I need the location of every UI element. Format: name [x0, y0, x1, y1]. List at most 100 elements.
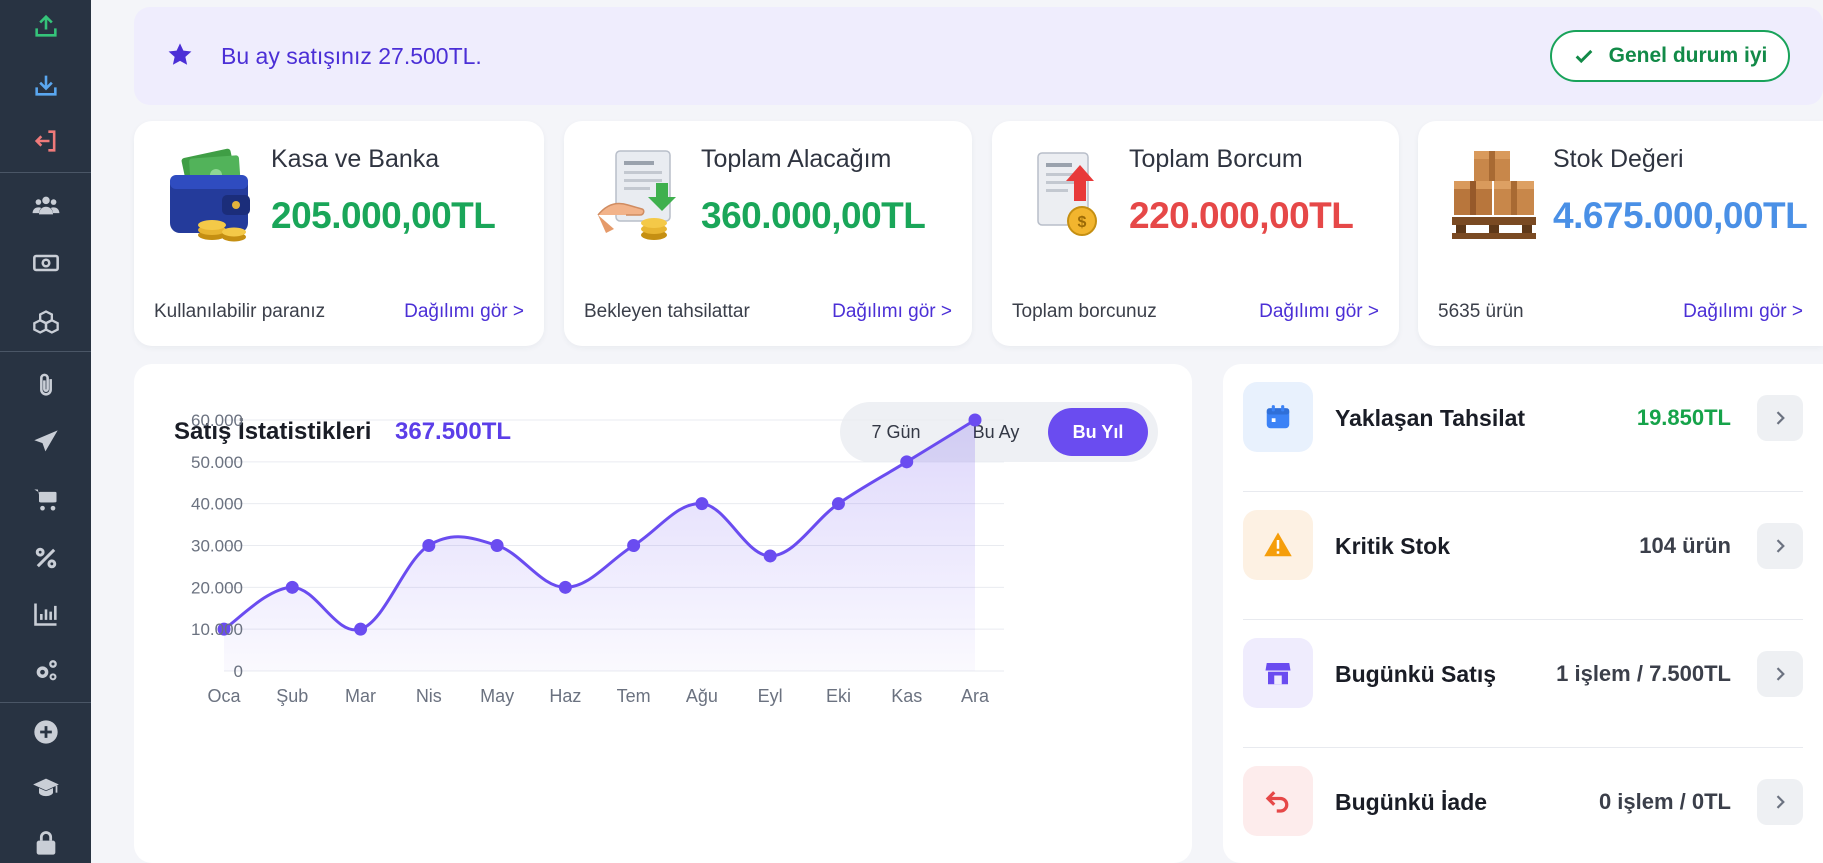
send-icon[interactable]	[0, 425, 91, 459]
return-icon	[1243, 766, 1313, 836]
x-tick-label: Nis	[416, 686, 442, 706]
data-point[interactable]	[217, 622, 231, 636]
card-value: 360.000,00TL	[701, 195, 926, 236]
view-distribution-link[interactable]: Dağılımı gör >	[1683, 301, 1803, 322]
card-title: Toplam Borcum	[1129, 145, 1303, 173]
summary-list: Yaklaşan Tahsilat 19.850TL Kritik Stok 1…	[1223, 364, 1823, 863]
chart-total: 367.500TL	[395, 418, 512, 445]
card-payables: $ Toplam Borcum 220.000,00TL Toplam borc…	[992, 121, 1399, 346]
sales-chart-panel: Satış İstatistikleri 367.500TL 7 Gün Bu …	[134, 364, 1192, 863]
sidebar-divider	[0, 172, 91, 173]
card-value: 205.000,00TL	[271, 195, 496, 236]
data-point[interactable]	[900, 455, 914, 469]
download-icon[interactable]	[0, 68, 91, 102]
view-distribution-link[interactable]: Dağılımı gör >	[1259, 301, 1379, 322]
boxes-icon[interactable]	[0, 305, 91, 339]
y-tick-label: 50.000	[191, 453, 243, 472]
y-tick-label: 20.000	[191, 578, 243, 597]
chevron-right-icon[interactable]	[1757, 651, 1803, 697]
data-point[interactable]	[968, 413, 982, 427]
card-title: Kasa ve Banka	[271, 145, 440, 173]
data-point[interactable]	[422, 539, 436, 552]
y-tick-label: 10.000	[191, 620, 243, 639]
card-stock-value: Stok Değeri 4.675.000,00TL 5635 ürün Dağ…	[1418, 121, 1823, 346]
list-item-today-returns[interactable]: Bugünkü İade 0 işlem / 0TL	[1243, 748, 1803, 863]
x-tick-label: Ağu	[686, 686, 718, 706]
lock-icon[interactable]	[0, 826, 91, 860]
paperclip-icon[interactable]	[0, 368, 91, 402]
list-item-value: 1 işlem / 7.500TL	[1556, 661, 1731, 686]
card-subtitle: Bekleyen tahsilattar	[584, 301, 750, 322]
card-value: 4.675.000,00TL	[1553, 195, 1808, 236]
store-icon	[1243, 638, 1313, 708]
list-item-value: 19.850TL	[1636, 405, 1731, 430]
data-point[interactable]	[490, 539, 504, 552]
card-receivables: Toplam Alacağım 360.000,00TL Bekleyen ta…	[564, 121, 972, 346]
tab-this-month[interactable]: Bu Ay	[972, 421, 1020, 442]
status-text: Genel durum iyi	[1608, 44, 1768, 67]
users-icon[interactable]	[0, 188, 91, 222]
data-point[interactable]	[695, 497, 709, 511]
view-distribution-link[interactable]: Dağılımı gör >	[404, 301, 524, 322]
svg-text:$: $	[1078, 214, 1087, 231]
chevron-right-icon[interactable]	[1757, 523, 1803, 569]
y-tick-label: 40.000	[191, 495, 243, 514]
data-point[interactable]	[763, 549, 777, 563]
monthly-sales-banner: Bu ay satışınız 27.500TL. Genel durum iy…	[134, 7, 1823, 105]
list-item-label: Kritik Stok	[1335, 533, 1451, 559]
data-point[interactable]	[831, 497, 845, 511]
list-item-value: 104 ürün	[1639, 533, 1731, 558]
y-tick-label: 30.000	[191, 537, 243, 556]
divider	[1243, 747, 1803, 748]
card-value: 220.000,00TL	[1129, 195, 1354, 236]
list-item-critical-stock[interactable]: Kritik Stok 104 ürün	[1243, 492, 1803, 620]
cart-icon[interactable]	[0, 483, 91, 517]
list-item-value: 0 işlem / 0TL	[1598, 789, 1731, 814]
chevron-right-icon[interactable]	[1757, 779, 1803, 825]
status-badge[interactable]: Genel durum iyi	[1550, 30, 1790, 82]
x-tick-label: Haz	[549, 686, 581, 706]
settings-icon[interactable]	[0, 654, 91, 688]
tab-this-year[interactable]: Bu Yıl	[1048, 408, 1148, 456]
list-item-label: Yaklaşan Tahsilat	[1335, 405, 1526, 431]
y-tick-label: 0	[234, 662, 243, 681]
data-point[interactable]	[285, 580, 299, 594]
banner-text: Bu ay satışınız 27.500TL.	[221, 43, 482, 69]
card-cash-bank: Kasa ve Banka 205.000,00TL Kullanılabili…	[134, 121, 544, 346]
warning-icon	[1243, 510, 1313, 580]
x-tick-label: May	[480, 686, 514, 706]
bar-chart-icon[interactable]	[0, 597, 91, 631]
list-item-today-sales[interactable]: Bugünkü Satış 1 işlem / 7.500TL	[1243, 620, 1803, 748]
x-tick-label: Mar	[345, 686, 376, 706]
graduation-icon[interactable]	[0, 771, 91, 805]
add-circle-icon[interactable]	[0, 715, 91, 749]
data-point[interactable]	[627, 539, 641, 552]
card-subtitle: 5635 ürün	[1438, 301, 1524, 322]
x-tick-label: Oca	[207, 686, 241, 706]
card-subtitle: Toplam borcunuz	[1012, 301, 1157, 322]
card-subtitle: Kullanılabilir paranız	[154, 301, 326, 322]
sidebar-divider	[0, 351, 91, 352]
cash-icon[interactable]	[0, 246, 91, 280]
data-point[interactable]	[558, 580, 572, 594]
divider	[1243, 619, 1803, 620]
logout-icon[interactable]	[0, 124, 91, 158]
chevron-right-icon[interactable]	[1757, 395, 1803, 441]
upload-icon[interactable]	[0, 9, 91, 43]
sales-line-chart: 0 10.000 20.000 30.000 40.000 50.000 60.000 Oca…	[191, 411, 1004, 706]
percent-icon[interactable]	[0, 541, 91, 575]
tab-7-days[interactable]: 7 Gün	[871, 421, 921, 442]
list-item-upcoming-collection[interactable]: Yaklaşan Tahsilat 19.850TL	[1243, 364, 1803, 492]
x-tick-label: Şub	[276, 686, 308, 706]
list-item-label: Bugünkü Satış	[1335, 661, 1497, 687]
chart-title: Satış İstatistikleri	[174, 418, 372, 445]
series-area	[224, 420, 975, 671]
boxes-pallet-icon	[1452, 151, 1536, 239]
data-point[interactable]	[354, 622, 368, 636]
wallet-icon	[170, 148, 250, 242]
x-tick-label: Eyl	[758, 686, 783, 706]
list-item-label: Bugünkü İade	[1335, 789, 1488, 815]
divider	[1243, 491, 1803, 492]
view-distribution-link[interactable]: Dağılımı gör >	[832, 301, 952, 322]
period-selector: 7 Gün Bu Ay Bu Yıl	[840, 402, 1158, 462]
